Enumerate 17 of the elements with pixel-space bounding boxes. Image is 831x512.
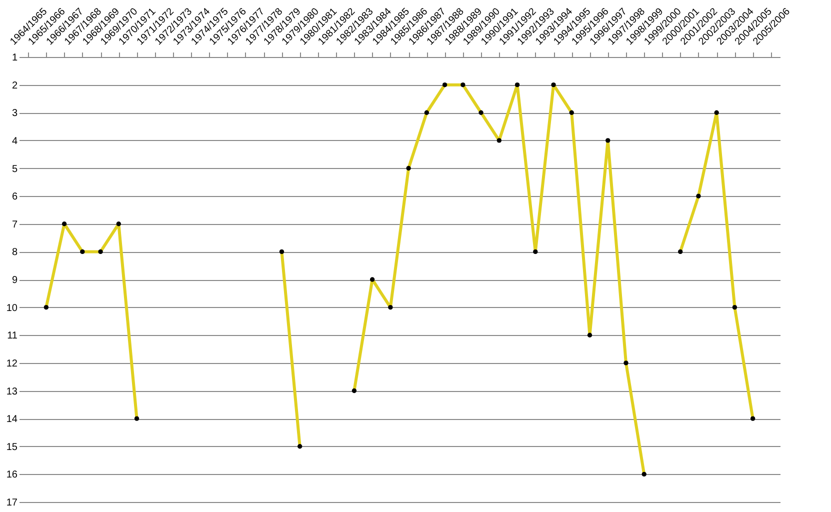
y-tick-label: 11	[7, 330, 18, 342]
y-tick-label: 7	[12, 219, 18, 230]
y-tick-label: 3	[12, 108, 18, 120]
y-tick-label: 2	[12, 80, 18, 92]
y-tick-label: 12	[6, 358, 18, 370]
y-tick-label: 9	[12, 275, 18, 286]
y-tick-label: 17	[6, 498, 18, 508]
y-tick-label: 6	[12, 192, 18, 203]
y-tick-label: 15	[6, 442, 18, 453]
y-tick-label: 4	[12, 136, 18, 147]
y-tick-label: 1	[12, 52, 18, 64]
y-tick-label: 16	[6, 470, 18, 481]
y-tick-label: 5	[12, 164, 18, 175]
y-tick-label: 13	[6, 386, 18, 398]
y-tick-label: 8	[12, 247, 18, 258]
y-tick-label: 10	[6, 302, 18, 314]
y-tick-label: 14	[6, 414, 18, 426]
